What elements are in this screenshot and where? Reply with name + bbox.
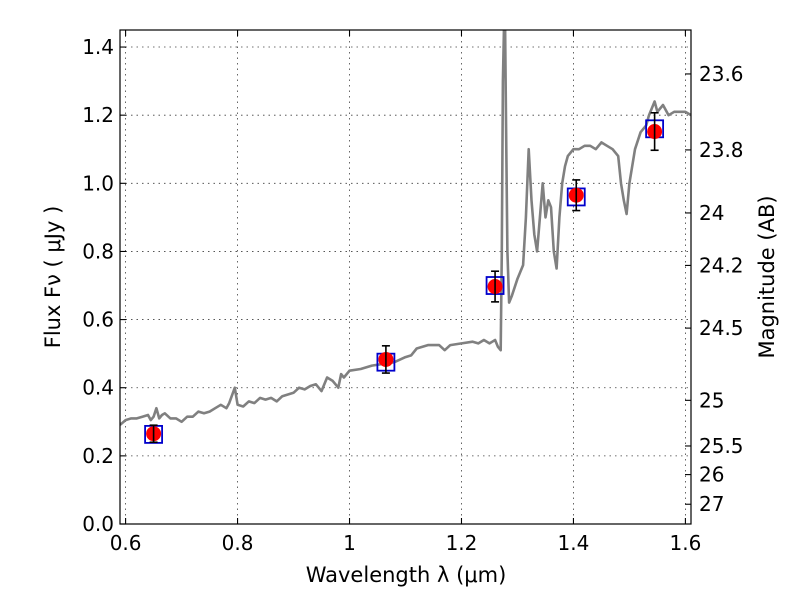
y-tick-label: 1.2 — [82, 103, 114, 127]
y-tick-label: 0.4 — [82, 376, 114, 400]
y2-tick-label: 24.5 — [699, 316, 744, 340]
y2-tick-label: 23.6 — [699, 62, 744, 86]
y2-tick-label: 27 — [699, 492, 724, 516]
y-axis-label: Flux Fν ( μJy ) — [41, 206, 65, 349]
x-tick-label: 1.6 — [669, 531, 701, 555]
x-tick-label: 0.8 — [222, 531, 254, 555]
y-tick-label: 1.0 — [82, 171, 114, 195]
x-tick-label: 1.4 — [558, 531, 590, 555]
x-tick-label: 1.2 — [446, 531, 478, 555]
plot-area — [120, 30, 691, 444]
axes: 0.6 0.8 1 1.2 1.4 1.6 0.0 0.2 0.4 0.6 0.8 1.0 1.2 1.4… — [82, 30, 744, 555]
y-tick-label: 0.2 — [82, 444, 114, 468]
x-tick-label: 0.6 — [110, 531, 142, 555]
plot-frame — [119, 29, 692, 525]
y-tick-label: 0.0 — [82, 512, 114, 536]
y2-tick-label: 25 — [699, 388, 724, 412]
y2-tick-label: 23.8 — [699, 138, 744, 162]
y-tick-label: 0.6 — [82, 308, 114, 332]
x-axis-label: Wavelength λ (μm) — [306, 563, 507, 587]
x-tick-label: 1 — [343, 531, 356, 555]
y2-tick-label: 25.5 — [699, 434, 744, 458]
y-tick-label: 1.4 — [82, 35, 114, 59]
y-tick-label: 0.8 — [82, 239, 114, 263]
grid-lines — [120, 30, 691, 524]
y2-tick-label: 24.2 — [699, 253, 744, 277]
y2-tick-label: 26 — [699, 463, 724, 487]
y2-axis-label: Magnitude (AB) — [755, 195, 779, 358]
y2-tick-label: 24 — [699, 201, 724, 225]
spectrum-line — [120, 30, 691, 426]
